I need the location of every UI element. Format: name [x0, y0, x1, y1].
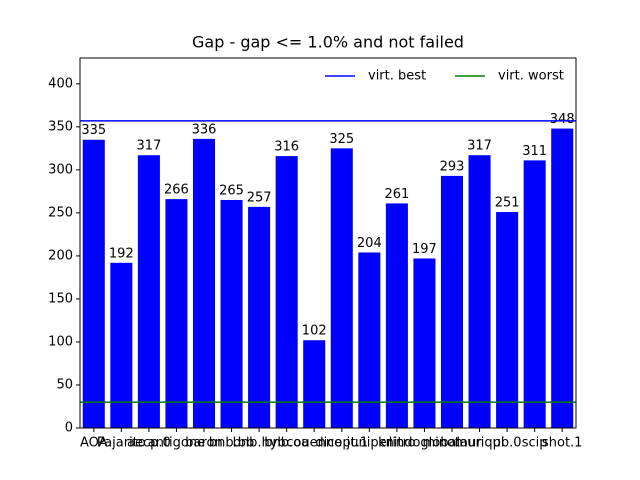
- x-tick-label: baron: [185, 436, 222, 451]
- value-label: 197: [412, 242, 437, 257]
- x-tick-label: bnb.oa: [264, 436, 309, 451]
- bar: [192, 138, 216, 428]
- x-tick-label: lindoglobal: [389, 436, 460, 451]
- y-tick-label: 250: [48, 205, 73, 220]
- x-tick-label: antigone: [148, 436, 205, 451]
- value-label: 266: [164, 183, 189, 198]
- value-label: 251: [495, 196, 520, 211]
- bar: [303, 340, 326, 428]
- bar: [468, 155, 491, 429]
- bar: [496, 212, 519, 428]
- axes-frame: [79, 57, 577, 429]
- bar: [137, 155, 160, 429]
- bar: [220, 199, 243, 428]
- bar: [82, 139, 105, 428]
- legend-label: virt. best: [368, 69, 426, 84]
- x-tick-label: bnb.hyb: [233, 436, 286, 451]
- chart-title: Gap - gap <= 1.0% and not failed: [192, 33, 464, 52]
- x-tick-label: Pajarito: [97, 436, 146, 451]
- x-tick-label: scip: [522, 436, 548, 451]
- x-tick-label: muriqui: [455, 436, 505, 451]
- x-tick-label: knitro: [378, 436, 416, 451]
- x-tick-label: juniper: [346, 436, 393, 451]
- y-tick-label: 300: [48, 162, 73, 177]
- value-label: 348: [550, 112, 575, 127]
- x-tick-label: pb.0: [493, 436, 522, 451]
- bar: [330, 148, 353, 429]
- bar: [523, 160, 546, 428]
- value-label: 102: [302, 324, 327, 339]
- value-label: 311: [522, 144, 547, 159]
- y-tick-label: 400: [48, 76, 73, 91]
- value-label: 316: [274, 140, 299, 155]
- x-tick-label: shot.1: [542, 436, 582, 451]
- bar: [248, 206, 271, 428]
- bar: [551, 128, 574, 428]
- value-label: 293: [440, 159, 465, 174]
- value-label: 204: [357, 236, 382, 251]
- y-tick-label: 150: [48, 291, 73, 306]
- bar: [413, 258, 436, 428]
- y-tick-label: 350: [48, 119, 73, 134]
- value-label: 192: [109, 246, 134, 261]
- bar: [110, 262, 133, 428]
- legend-label: virt. worst: [498, 69, 564, 84]
- x-tick-label: dicopt.1: [315, 436, 368, 451]
- value-label: 257: [247, 190, 272, 205]
- value-label: 335: [81, 123, 106, 138]
- x-tick-label: AOA: [80, 436, 108, 451]
- bar: [165, 199, 188, 428]
- y-tick-label: 50: [56, 377, 73, 392]
- x-tick-label: aecp.0: [127, 436, 171, 451]
- y-tick-label: 200: [48, 248, 73, 263]
- value-label: 317: [467, 139, 492, 154]
- value-label: 265: [219, 183, 244, 198]
- value-label: 261: [384, 187, 409, 202]
- y-tick-label: 100: [48, 334, 73, 349]
- x-tick-label: couenne: [286, 436, 342, 451]
- x-tick-label: minotaur: [422, 436, 482, 451]
- x-tick-label: bnb.bb: [209, 436, 254, 451]
- value-label: 336: [192, 122, 217, 137]
- bar: [358, 252, 381, 428]
- bar: [385, 203, 408, 428]
- y-tick-label: 0: [65, 421, 73, 436]
- bar: [275, 156, 298, 428]
- value-label: 317: [136, 139, 161, 154]
- value-label: 325: [329, 132, 354, 147]
- bar: [440, 175, 464, 428]
